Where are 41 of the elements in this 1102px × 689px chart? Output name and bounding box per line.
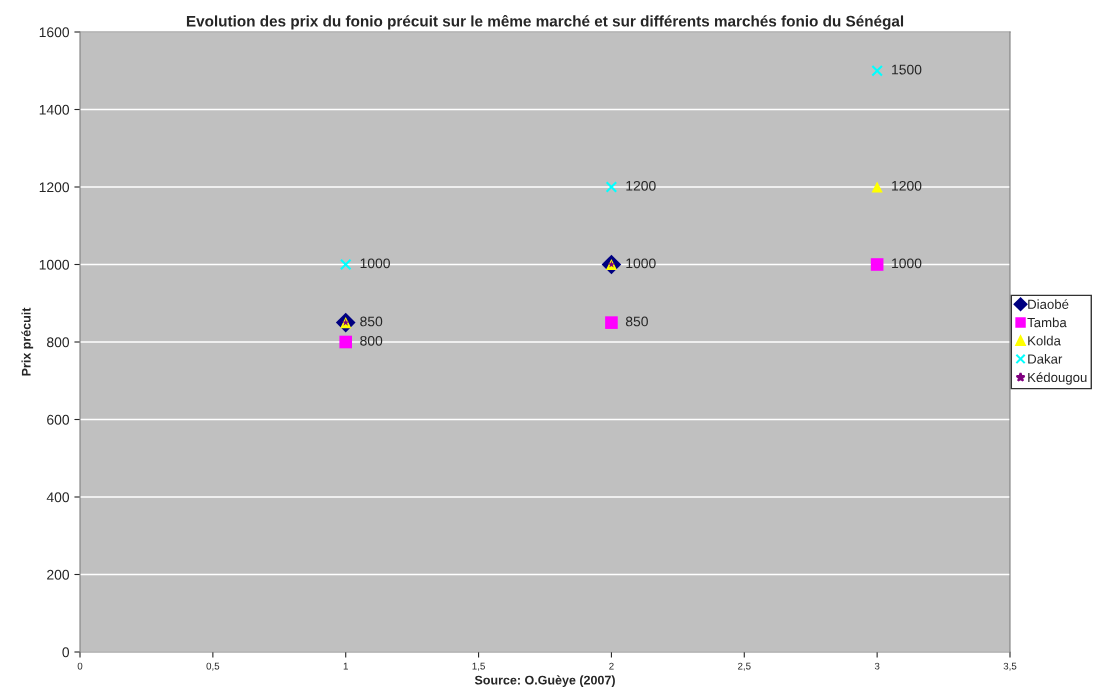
x-tick-label: 1 xyxy=(343,662,348,670)
y-tick-label: 800 xyxy=(47,337,70,348)
point xyxy=(605,316,618,329)
legend-label: Diaobé xyxy=(1028,299,1069,309)
y-tick-label: 200 xyxy=(47,569,70,580)
point xyxy=(339,335,353,349)
legend-label: Tamba xyxy=(1027,317,1067,328)
point xyxy=(871,181,883,193)
data-label: 1200 xyxy=(892,180,922,191)
source-note: Source: O.Guèye (2007) xyxy=(474,675,615,687)
data-label: 1000 xyxy=(360,258,390,269)
x-tick-label: 0,5 xyxy=(206,662,220,671)
y-tick-label: 600 xyxy=(47,414,70,425)
y-tick-label: 1000 xyxy=(39,259,70,270)
data-label: 800 xyxy=(360,335,383,346)
point xyxy=(605,181,618,193)
y-axis-title: Prix précuit xyxy=(21,307,34,376)
data-label: 850 xyxy=(625,316,648,327)
x-tick-label: 3,5 xyxy=(1003,662,1017,671)
data-label: 1000 xyxy=(626,258,656,269)
point xyxy=(339,258,352,271)
data-label: 1500 xyxy=(892,64,922,75)
y-tick-label: 1600 xyxy=(39,27,70,38)
y-tick-label: 1400 xyxy=(39,104,70,115)
y-tick-label: 400 xyxy=(46,492,70,503)
point xyxy=(871,64,883,77)
data-label: 1200 xyxy=(626,180,656,191)
chart-title: Evolution des prix du fonio précuit sur le même marché et sur différents marchés fonio du Sénégal xyxy=(186,15,904,30)
x-tick-label: 3 xyxy=(874,662,880,670)
x-tick-label: 2,5 xyxy=(738,662,751,671)
point xyxy=(870,258,884,271)
legend-label: Dakar xyxy=(1028,354,1063,364)
x-tick-label: 2 xyxy=(609,662,614,670)
legend-label: Kédougou xyxy=(1028,372,1087,385)
x-tick-label: 1,5 xyxy=(472,662,485,671)
data-label: 850 xyxy=(360,316,383,327)
y-tick-label: 0 xyxy=(62,647,70,658)
x-tick-label: 0 xyxy=(77,662,83,670)
data-label: 1000 xyxy=(892,258,922,269)
legend-label: Kolda xyxy=(1028,335,1061,346)
y-tick-label: 1200 xyxy=(39,182,70,193)
